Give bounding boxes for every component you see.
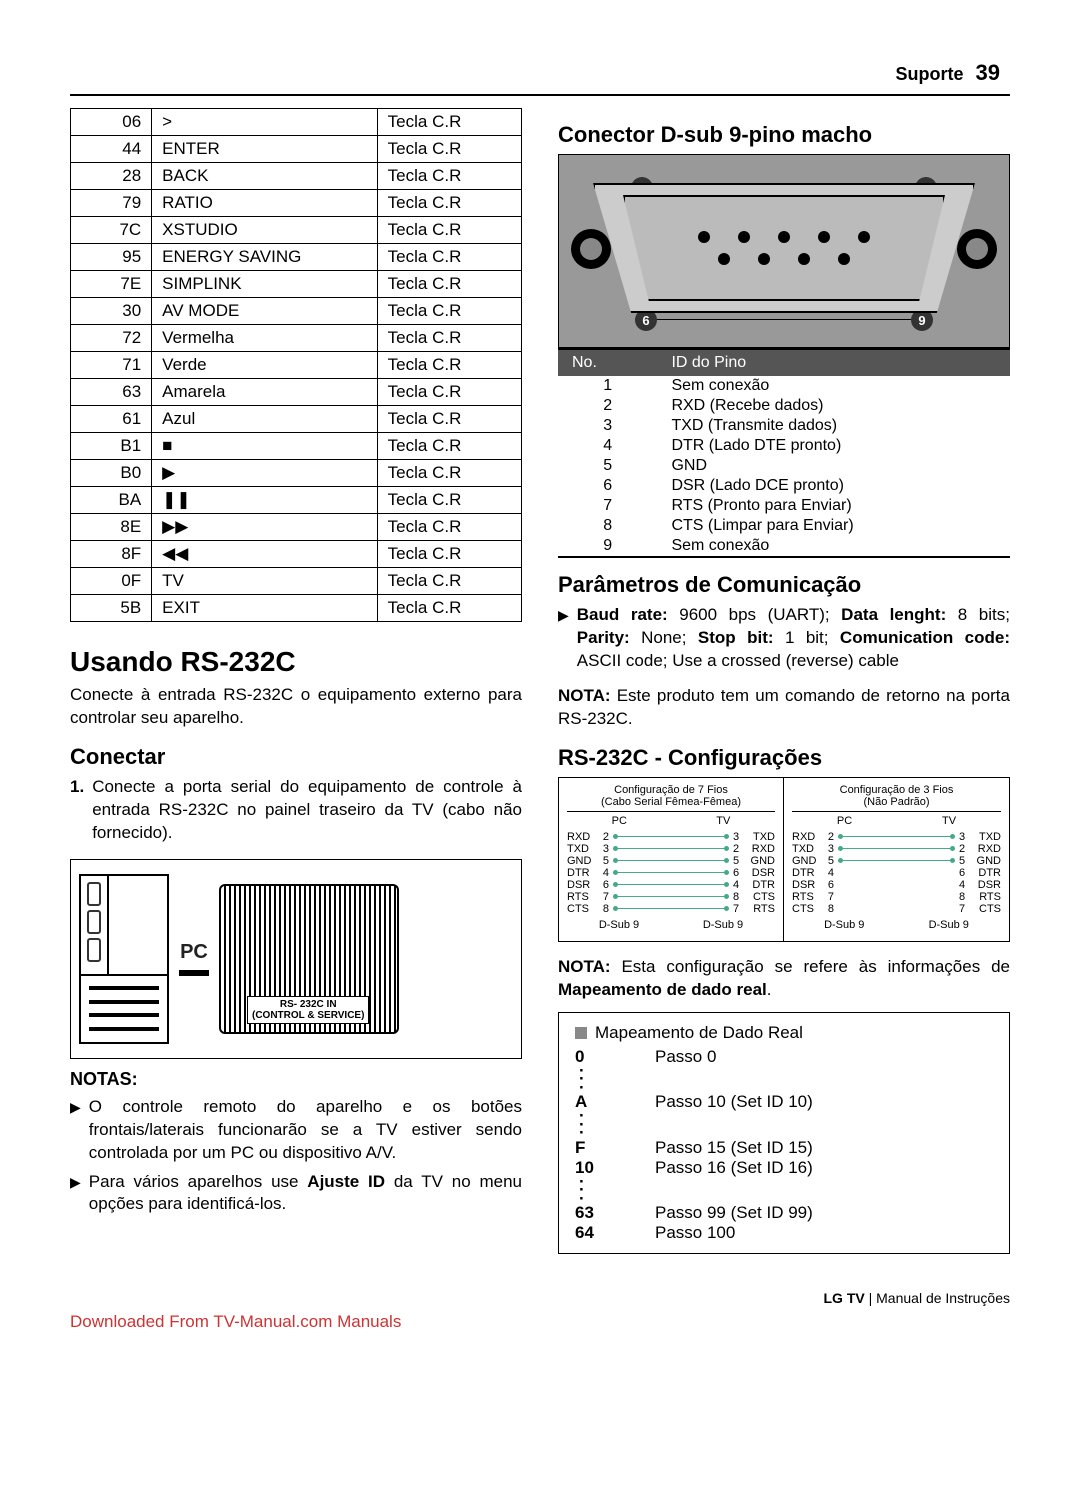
pin-table: No. ID do Pino 1Sem conexão2RXD (Recebe …: [558, 348, 1010, 558]
table-row: FPasso 15 (Set ID 15): [575, 1138, 993, 1158]
top-rule: [70, 94, 1010, 96]
table-row: 30AV MODETecla C.R: [71, 298, 522, 325]
rs-tag-1: RS- 232C IN: [252, 999, 364, 1010]
table-row: 4DTR (Lado DTE pronto): [558, 436, 1010, 456]
dsub-diagram: 1 5 6 9: [558, 154, 1010, 348]
heading-dsub: Conector D-sub 9-pino macho: [558, 122, 1010, 148]
table-row: B1■Tecla C.R: [71, 433, 522, 460]
table-row: 63AmarelaTecla C.R: [71, 379, 522, 406]
table-row: 64Passo 100: [575, 1223, 993, 1243]
step-num: 1.: [70, 776, 84, 845]
screw-icon: [571, 229, 611, 269]
download-link[interactable]: Downloaded From TV-Manual.com Manuals: [70, 1312, 1010, 1332]
table-row: 79RATIOTecla C.R: [71, 190, 522, 217]
nota-1: O controle remoto do aparelho e os botõe…: [89, 1096, 522, 1165]
header-page: 39: [976, 60, 1000, 86]
pin-th-no: No.: [558, 349, 657, 376]
table-row: 9Sem conexão: [558, 536, 1010, 557]
table-row: 5GND: [558, 456, 1010, 476]
bullet-icon: ▶: [558, 604, 569, 673]
rs-tag-2: (CONTROL & SERVICE): [252, 1010, 364, 1021]
screw-icon: [957, 229, 997, 269]
pc-icon: [79, 874, 169, 1044]
table-row: 0FTVTecla C.R: [71, 568, 522, 595]
nota-mapping: NOTA: Esta configuração se refere às inf…: [558, 956, 1010, 1002]
tv-back-icon: RS- 232C IN (CONTROL & SERVICE): [219, 884, 399, 1034]
nota-2: Para vários aparelhos use Ajuste ID da T…: [89, 1171, 522, 1217]
header-section: Suporte: [896, 64, 964, 85]
table-row: 5BEXITTecla C.R: [71, 595, 522, 622]
table-row: 10Passo 16 (Set ID 16): [575, 1158, 993, 1178]
pin-th-id: ID do Pino: [657, 349, 1010, 376]
table-row: 28BACKTecla C.R: [71, 163, 522, 190]
table-row: B0▶Tecla C.R: [71, 460, 522, 487]
table-row: 44ENTERTecla C.R: [71, 136, 522, 163]
pc-label: PC: [180, 941, 208, 964]
vdots-icon: ···: [575, 1112, 993, 1138]
step-text: Conecte a porta serial do equipamento de…: [92, 776, 522, 845]
heading-params: Parâmetros de Comunicação: [558, 572, 1010, 598]
rs232c-config-diagram: Configuração de 7 Fios(Cabo Serial Fêmea…: [558, 777, 1010, 942]
ir-code-table: 06>Tecla C.R44ENTERTecla C.R28BACKTecla …: [70, 108, 522, 622]
table-row: 7ESIMPLINKTecla C.R: [71, 271, 522, 298]
heading-notas: NOTAS:: [70, 1069, 522, 1090]
table-row: 95ENERGY SAVINGTecla C.R: [71, 244, 522, 271]
bullet-icon: ▶: [70, 1096, 81, 1165]
table-row: 8E▶▶Tecla C.R: [71, 514, 522, 541]
table-row: 06>Tecla C.R: [71, 109, 522, 136]
mapping-table: Mapeamento de Dado Real 0Passo 0···APass…: [558, 1012, 1010, 1255]
table-row: 72VermelhaTecla C.R: [71, 325, 522, 352]
table-row: 71VerdeTecla C.R: [71, 352, 522, 379]
table-row: 61AzulTecla C.R: [71, 406, 522, 433]
footer: LG TV | Manual de Instruções: [70, 1290, 1010, 1306]
heading-conectar: Conectar: [70, 744, 522, 770]
table-row: 8CTS (Limpar para Enviar): [558, 516, 1010, 536]
square-icon: [575, 1027, 587, 1039]
table-row: 7CXSTUDIOTecla C.R: [71, 217, 522, 244]
rs232c-intro: Conecte à entrada RS-232C o equipamento …: [70, 684, 522, 730]
connection-diagram: PC RS- 232C IN (CONTROL & SERVICE): [70, 859, 522, 1059]
table-row: 6DSR (Lado DCE pronto): [558, 476, 1010, 496]
table-row: 0Passo 0: [575, 1047, 993, 1067]
nota-retorno: NOTA: Este produto tem um comando de ret…: [558, 685, 1010, 731]
table-row: 3TXD (Transmite dados): [558, 416, 1010, 436]
table-row: 1Sem conexão: [558, 376, 1010, 396]
heading-config: RS-232C - Configurações: [558, 745, 1010, 771]
vdots-icon: ···: [575, 1178, 993, 1204]
heading-rs232c: Usando RS-232C: [70, 646, 522, 678]
table-row: 7RTS (Pronto para Enviar): [558, 496, 1010, 516]
table-row: APasso 10 (Set ID 10): [575, 1092, 993, 1112]
table-row: 63Passo 99 (Set ID 99): [575, 1203, 993, 1223]
vdots-icon: ···: [575, 1067, 993, 1093]
table-row: 8F◀◀Tecla C.R: [71, 541, 522, 568]
mapping-title: Mapeamento de Dado Real: [595, 1023, 803, 1043]
cable-icon: [179, 970, 209, 976]
table-row: BA❚❚Tecla C.R: [71, 487, 522, 514]
bullet-icon: ▶: [70, 1171, 81, 1217]
comm-params: Baud rate: 9600 bps (UART); Data lenght:…: [577, 604, 1010, 673]
table-row: 2RXD (Recebe dados): [558, 396, 1010, 416]
